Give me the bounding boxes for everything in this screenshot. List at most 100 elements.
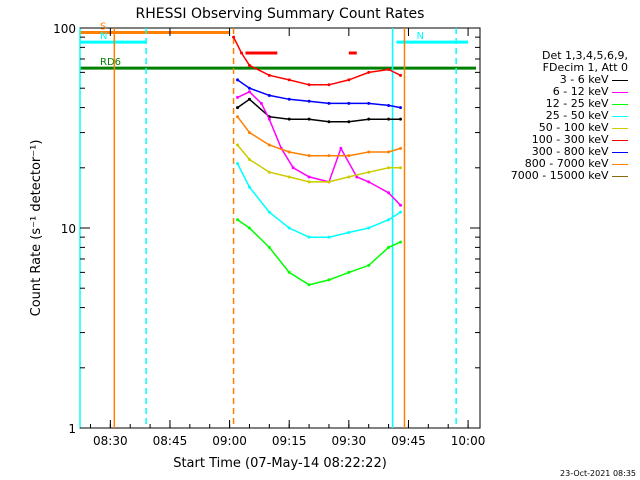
legend-swatch xyxy=(612,91,628,93)
data-point xyxy=(399,203,403,207)
data-point xyxy=(287,270,291,274)
y-tick-label: 100 xyxy=(53,22,76,36)
series-line xyxy=(237,98,401,123)
data-point xyxy=(327,101,331,105)
legend-entry-label: 3 - 6 keV xyxy=(559,73,612,86)
x-tick-label: 09:45 xyxy=(391,434,426,448)
legend-entry-label: 12 - 25 keV xyxy=(545,97,612,110)
data-point xyxy=(307,99,311,103)
data-point xyxy=(236,78,240,82)
data-point xyxy=(327,154,331,158)
data-point xyxy=(236,162,240,166)
data-point xyxy=(236,95,240,99)
series-line xyxy=(236,163,401,238)
data-point xyxy=(399,106,403,110)
data-point xyxy=(247,226,251,230)
data-point xyxy=(267,245,271,249)
data-point xyxy=(355,175,359,179)
data-point xyxy=(347,78,351,82)
data-point xyxy=(387,166,391,170)
data-point xyxy=(247,86,251,90)
data-point xyxy=(247,185,251,189)
series-line xyxy=(236,116,401,157)
legend-header-line-2: FDecim 1, Att 0 xyxy=(542,61,628,74)
legend-entry: 6 - 12 keV xyxy=(511,86,628,98)
data-point xyxy=(347,120,351,124)
data-point xyxy=(287,97,291,101)
series-line xyxy=(237,90,402,206)
chart-title: RHESSI Observing Summary Count Rates xyxy=(136,6,425,22)
data-point xyxy=(236,143,240,147)
flag-label: N xyxy=(100,31,107,42)
data-point xyxy=(307,83,311,87)
data-point xyxy=(307,154,311,158)
legend-swatch xyxy=(612,103,628,105)
data-point xyxy=(367,150,371,154)
plot-frame xyxy=(79,27,481,429)
x-tick-label: 09:00 xyxy=(212,434,247,448)
data-point xyxy=(267,170,271,174)
x-tick-label: 08:45 xyxy=(153,434,188,448)
data-point xyxy=(259,101,263,105)
x-tick-label: 09:15 xyxy=(272,434,307,448)
data-point xyxy=(267,143,271,147)
data-point xyxy=(367,117,371,121)
series-line xyxy=(237,219,401,286)
legend-entry-label: 800 - 7000 keV xyxy=(524,157,612,170)
legend-swatch xyxy=(612,175,628,177)
x-axis-label: Start Time (07-May-14 08:22:22) xyxy=(173,456,387,471)
data-point xyxy=(247,63,251,67)
x-tick-label: 08:30 xyxy=(93,434,128,448)
legend-entry-label: 50 - 100 keV xyxy=(538,121,612,134)
legend-entry: 7000 - 15000 keV xyxy=(511,170,628,182)
data-point xyxy=(247,97,251,101)
data-point xyxy=(267,210,271,214)
y-axis-label: Count Rate (s⁻¹ detector⁻¹) xyxy=(29,140,44,317)
data-point xyxy=(399,166,403,170)
data-point xyxy=(291,166,295,170)
data-point xyxy=(399,210,403,214)
data-point xyxy=(387,150,391,154)
data-point xyxy=(387,218,391,222)
y-tick-label: 1 xyxy=(68,422,76,436)
series-line xyxy=(232,36,401,86)
data-point xyxy=(387,68,391,72)
flag-label: RD6 xyxy=(100,57,121,68)
data-point xyxy=(307,117,311,121)
series-line xyxy=(236,144,401,183)
data-point xyxy=(287,226,291,230)
data-point xyxy=(327,180,331,184)
x-tick-label: 10:00 xyxy=(451,434,486,448)
data-point xyxy=(327,83,331,87)
legend-entry: 25 - 50 keV xyxy=(511,110,628,122)
data-point xyxy=(287,150,291,154)
legend-entry-label: 300 - 800 keV xyxy=(531,145,612,158)
data-point xyxy=(387,117,391,121)
data-point xyxy=(367,70,371,74)
data-point xyxy=(236,106,240,110)
timestamp: 23-Oct-2021 08:35 xyxy=(560,469,636,478)
data-point xyxy=(327,120,331,124)
data-point xyxy=(236,218,240,222)
data-point xyxy=(347,175,351,179)
legend-entry: 3 - 6 keV xyxy=(511,74,628,86)
data-point xyxy=(236,115,240,119)
data-point xyxy=(267,117,271,121)
data-point xyxy=(307,180,311,184)
data-point xyxy=(367,226,371,230)
data-point xyxy=(247,90,251,94)
data-point xyxy=(387,191,391,195)
data-point xyxy=(240,51,244,55)
legend-entry: 100 - 300 keV xyxy=(511,134,628,146)
y-tick-label: 10 xyxy=(61,222,76,236)
data-point xyxy=(387,245,391,249)
data-point xyxy=(399,146,403,150)
data-point xyxy=(247,158,251,162)
legend-swatch xyxy=(612,115,628,117)
data-point xyxy=(399,240,403,244)
legend: Det 1,3,4,5,6,9, FDecim 1, Att 0 3 - 6 k… xyxy=(511,50,628,182)
data-point xyxy=(307,283,311,287)
data-point xyxy=(247,131,251,135)
data-point xyxy=(367,263,371,267)
